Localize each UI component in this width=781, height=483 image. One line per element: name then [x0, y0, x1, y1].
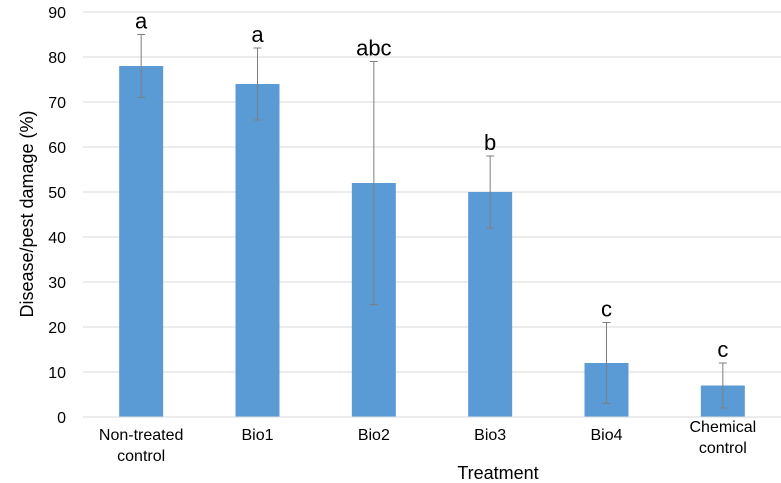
category-label: Bio1: [241, 427, 273, 444]
bar: [119, 66, 164, 417]
y-axis-title: Disease/pest damage (%): [17, 110, 37, 317]
category-label: Chemical control: [689, 419, 756, 457]
category-label: Bio3: [474, 427, 506, 444]
y-axis-ticks: 0 10 20 30 40 50 60 70 80 90: [48, 5, 66, 427]
significance-letters: a a abc b c c: [135, 9, 728, 363]
y-tick-label: 0: [57, 410, 66, 427]
y-tick-label: 50: [48, 185, 66, 202]
gridlines: [83, 11, 781, 373]
category-label: Bio4: [590, 427, 622, 444]
category-label: Non-treated control: [99, 427, 184, 465]
category-label: Bio2: [358, 427, 390, 444]
significance-letter: a: [135, 9, 148, 34]
y-tick-label: 90: [48, 5, 66, 22]
bar: [235, 84, 280, 417]
significance-letter: abc: [356, 36, 391, 61]
y-tick-label: 10: [48, 365, 66, 382]
category-labels: Non-treated control Bio1 Bio2 Bio3 Bio4 Chemic…: [99, 419, 756, 465]
y-tick-label: 80: [48, 50, 66, 67]
y-tick-label: 30: [48, 275, 66, 292]
significance-letter: b: [484, 130, 496, 155]
bars: [119, 66, 745, 417]
x-axis-title: Treatment: [457, 463, 538, 483]
y-tick-label: 60: [48, 140, 66, 157]
bar: [468, 192, 513, 417]
significance-letter: c: [717, 337, 728, 362]
y-tick-label: 70: [48, 95, 66, 112]
y-tick-label: 40: [48, 230, 66, 247]
significance-letter: a: [251, 22, 264, 47]
error-bars: [137, 34, 727, 409]
y-tick-label: 20: [48, 320, 66, 337]
significance-letter: c: [601, 297, 612, 322]
